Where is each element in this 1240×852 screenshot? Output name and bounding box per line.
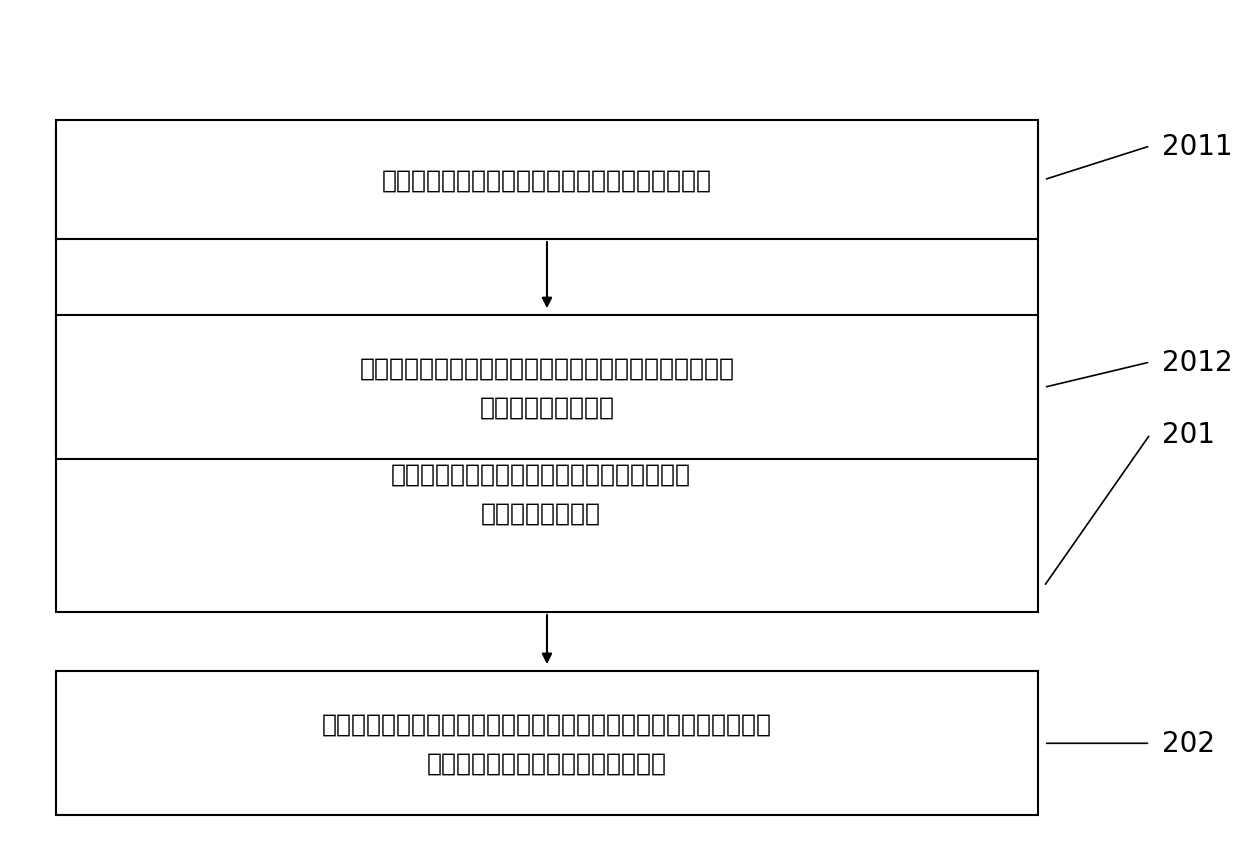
FancyBboxPatch shape	[56, 316, 1038, 460]
FancyBboxPatch shape	[56, 121, 1038, 239]
FancyBboxPatch shape	[56, 671, 1038, 815]
Text: 将归一化后的所述至少一个时刻的停车场特征中每个时刻的停车场特
征进行拼接，得到所述第一时间序列: 将归一化后的所述至少一个时刻的停车场特征中每个时刻的停车场特 征进行拼接，得到所…	[322, 712, 773, 775]
Text: 202: 202	[1162, 729, 1215, 757]
Text: 将所述第一维度的数值数据输入至嵌入层进行处理，得到
第二维度的数值数据: 将所述第一维度的数值数据输入至嵌入层进行处理，得到 第二维度的数值数据	[360, 356, 734, 419]
FancyBboxPatch shape	[56, 130, 1038, 613]
Text: 2011: 2011	[1162, 133, 1233, 161]
Text: 将所述至少一个时刻的停车场特征的数据类型
归一化为数值类型: 将所述至少一个时刻的停车场特征的数据类型 归一化为数值类型	[391, 462, 691, 526]
Text: 2012: 2012	[1162, 348, 1233, 377]
Text: 201: 201	[1162, 421, 1215, 448]
Text: 将停车场特征进行编码，得到第一维度的数值数据: 将停车场特征进行编码，得到第一维度的数值数据	[382, 169, 712, 193]
